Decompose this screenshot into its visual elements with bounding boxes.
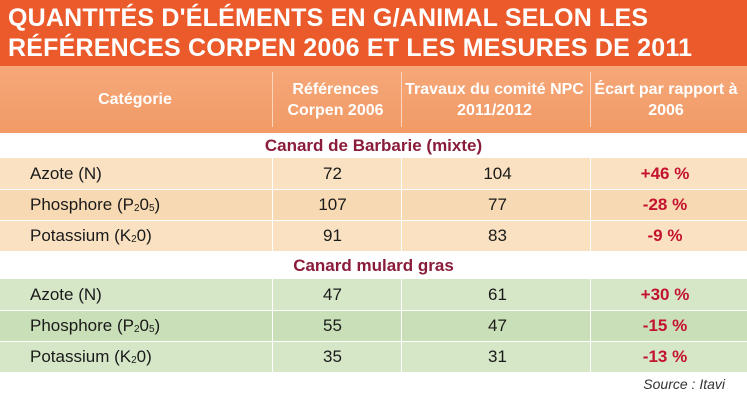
row-ecart-value: -9 % xyxy=(647,225,683,245)
row-ecart-value: -13 % xyxy=(642,346,688,366)
row-npc-value: 47 xyxy=(488,315,507,335)
row-category: Azote (N) xyxy=(30,284,102,304)
table-title: QUANTITÉS D'ÉLÉMENTS EN G/ANIMAL SELON L… xyxy=(0,0,747,66)
table-row: Potassium (K 2 0) 91 83 -9 % xyxy=(0,220,747,251)
row-category: Potassium (K 2 0) xyxy=(30,225,152,246)
row-divider xyxy=(0,220,747,221)
row-corpen-value: 35 xyxy=(323,346,342,366)
column-divider xyxy=(272,158,273,251)
table-header: Catégorie Références Corpen 2006 Travaux… xyxy=(0,66,747,133)
title-line-2: RÉFÉRENCES CORPEN 2006 ET LES MESURES DE… xyxy=(8,34,693,62)
column-divider xyxy=(401,279,402,372)
column-divider xyxy=(590,158,591,251)
row-divider xyxy=(0,189,747,190)
row-npc-value: 104 xyxy=(483,163,512,183)
row-corpen-value: 72 xyxy=(323,163,342,183)
row-ecart-value: +46 % xyxy=(640,163,690,183)
row-npc-value: 77 xyxy=(488,194,507,214)
column-divider xyxy=(590,279,591,372)
row-npc-value: 61 xyxy=(488,284,507,304)
header-category: Catégorie xyxy=(98,91,172,108)
row-ecart-value: +30 % xyxy=(640,284,690,304)
table-row: Azote (N) 47 61 +30 % xyxy=(0,279,747,310)
header-divider xyxy=(401,72,402,127)
header-corpen: Références Corpen 2006 xyxy=(287,80,384,119)
header-ecart: Écart par rapport à 2006 xyxy=(594,80,738,119)
title-line-1: QUANTITÉS D'ÉLÉMENTS EN G/ANIMAL SELON L… xyxy=(8,4,649,32)
row-ecart-value: -28 % xyxy=(642,194,688,214)
group-title-mulard: Canard mulard gras xyxy=(0,253,747,278)
header-divider xyxy=(272,72,273,127)
row-ecart-value: -15 % xyxy=(642,315,688,335)
table-row: Phosphore (P 2 0 5) 107 77 -28 % xyxy=(0,189,747,220)
row-npc-value: 31 xyxy=(488,346,507,366)
header-npc: Travaux du comité NPC 2011/2012 xyxy=(405,80,584,119)
row-divider xyxy=(0,310,747,311)
row-category: Azote (N) xyxy=(30,163,102,183)
row-corpen-value: 47 xyxy=(323,284,342,304)
table-row: Phosphore (P 2 0 5) 55 47 -15 % xyxy=(0,310,747,341)
table-row: Azote (N) 72 104 +46 % xyxy=(0,158,747,189)
column-divider xyxy=(272,279,273,372)
row-corpen-value: 91 xyxy=(323,225,342,245)
column-divider xyxy=(401,158,402,251)
row-divider xyxy=(0,341,747,342)
source-note: Source : Itavi xyxy=(643,376,725,392)
row-category: Phosphore (P 2 0 5) xyxy=(30,315,161,336)
row-corpen-value: 107 xyxy=(318,194,347,214)
row-category: Phosphore (P 2 0 5) xyxy=(30,194,161,215)
row-category: Potassium (K 2 0) xyxy=(30,346,152,367)
row-corpen-value: 55 xyxy=(323,315,342,335)
header-divider xyxy=(590,72,591,127)
table-row: Potassium (K 2 0) 35 31 -13 % xyxy=(0,341,747,372)
group-title-barbarie: Canard de Barbarie (mixte) xyxy=(0,133,747,158)
row-npc-value: 83 xyxy=(488,225,507,245)
